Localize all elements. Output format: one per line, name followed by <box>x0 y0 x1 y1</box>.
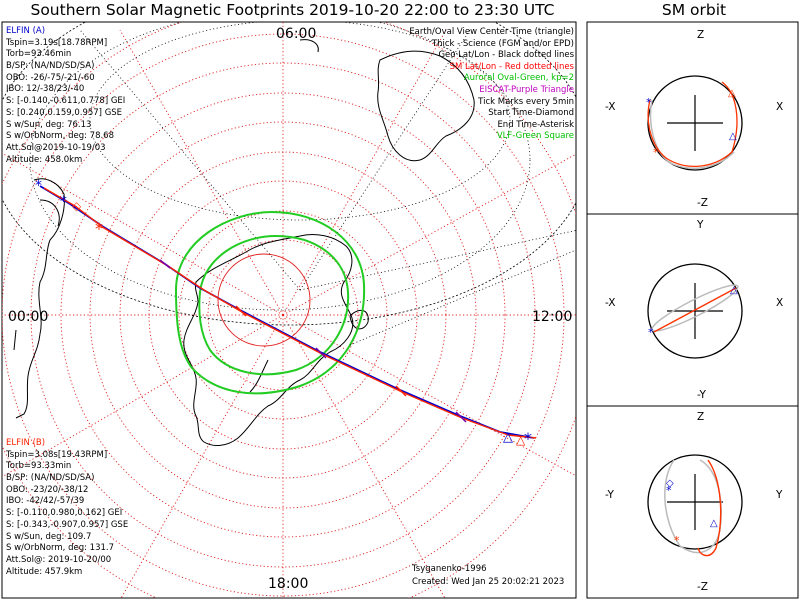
elfin-a-line: Tspin=3.19s[18.78RPM] <box>6 37 108 48</box>
legend-item: Start Time-Diamond <box>488 108 574 119</box>
elfin-b-line: Att.Sol@: 2019-10-20/00 <box>6 554 112 565</box>
elfin-b-line: Altitude: 457.9km <box>6 566 83 577</box>
sm-panel-yz: ◇ * △ * Z -Z -Y Y <box>605 411 783 593</box>
elfin-b-line: S: [-0.110,0.980,0.162] GEI <box>6 508 123 519</box>
elfin-b-info: ELFIN (B) Tspin=3.08s[19.43RPM] Torb=93.3… <box>6 438 128 577</box>
elfin-b-line: Tspin=3.08s[19.43RPM] <box>6 449 108 460</box>
time-label-top: 06:00 <box>276 26 316 42</box>
elfin-a-track <box>39 185 535 439</box>
legend-item: VLF-Green Square <box>496 131 574 142</box>
sm3-right: Y <box>775 489 783 501</box>
svg-text:*: * <box>666 484 672 497</box>
svg-text:*: * <box>60 194 67 210</box>
time-label-right: 12:00 <box>532 309 572 325</box>
sm1-left: -X <box>605 101 615 113</box>
svg-text:◇: ◇ <box>72 199 82 213</box>
legend-item: Tick Marks every 5min <box>478 96 574 107</box>
elfin-b-name: ELFIN (B) <box>6 438 46 448</box>
elfin-b-line: Torb=93.33min <box>6 461 72 472</box>
svg-text:*: * <box>646 96 652 109</box>
sm-meridians <box>2 22 576 598</box>
sm1-top: Z <box>697 29 704 41</box>
time-label-left: 00:00 <box>8 309 48 325</box>
elfin-a-line: Torb=93.46min <box>6 49 72 60</box>
elfin-a-line: B/SP: (NA/ND/SD/SA) <box>6 61 95 72</box>
elfin-b-line: S w/OrbNorm, deg: 131.7 <box>6 543 115 554</box>
legend-item: EISCAT-Purple Triangle <box>479 84 574 95</box>
elfin-a-line: Altitude: 458.0km <box>6 154 83 165</box>
svg-text:△: △ <box>516 433 526 447</box>
elfin-a-line: S: [0.240,0.159,0.957] GSE <box>6 107 123 118</box>
sm-panel-xy-frame <box>586 213 799 407</box>
sm-orbit-title: SM orbit <box>661 1 727 19</box>
auroral-ovals <box>174 210 366 395</box>
svg-text:*: * <box>674 534 680 547</box>
legend-item: Thick - Science (FGM and/or EPD) <box>431 38 574 49</box>
sm1-right: X <box>776 101 783 113</box>
legend-item: End Time-Asterisk <box>497 119 574 130</box>
elfin-a-line: IBO: 12/-38/23/-40 <box>6 84 85 95</box>
sm2-right: X <box>776 297 783 309</box>
sm3-left: -Y <box>605 489 615 501</box>
elfin-a-info: ELFIN (A) Tspin=3.19s[18.78RPM] Torb=93.4… <box>6 26 125 165</box>
sm-panel-xz-frame <box>586 21 799 215</box>
svg-text:*: * <box>653 146 659 159</box>
sm3-top: Z <box>697 411 704 423</box>
sm2-top: Y <box>696 219 704 231</box>
svg-text:*: * <box>524 429 532 448</box>
page-title: Southern Solar Magnetic Footprints 2019-… <box>30 1 555 19</box>
sm3-bottom: -Z <box>697 581 708 593</box>
legend-item: Geo Lat/Lon - Black dotted lines <box>438 50 574 61</box>
elfin-a-name: ELFIN (A) <box>6 26 46 36</box>
time-label-bottom: 18:00 <box>268 576 308 592</box>
sm2-bottom: -Y <box>697 389 707 401</box>
track-markers: * ◇ * * △ * △ <box>35 178 532 448</box>
elfin-a-line: OBO: -26/-75/-21/-60 <box>6 72 95 83</box>
elfin-a-line: S: [-0.140,-0.611,0.778] GEI <box>6 96 126 107</box>
elfin-b-track <box>43 187 537 439</box>
sm1-bottom: -Z <box>697 197 708 209</box>
credit-created: Created: Wed Jan 25 20:02:21 2023 <box>412 577 565 587</box>
legend: Earth/Oval View Center Time (triangle) Th… <box>409 27 574 143</box>
elfin-a-line: S w/Sun, deg: 76.13 <box>6 119 92 130</box>
sm-pole-circle <box>217 253 311 347</box>
svg-text:△: △ <box>503 430 513 445</box>
sm-panel-xy: * △ Y -Y -X X <box>605 219 783 401</box>
elfin-a-line: Att.Sol@2019-10-19/03 <box>6 142 106 153</box>
svg-text:△: △ <box>710 518 718 529</box>
svg-text:*: * <box>648 326 654 339</box>
elfin-a-line: S w/OrbNorm, deg: 78.68 <box>6 131 115 142</box>
elfin-b-line: B/SP: (NA/ND/SD/SA) <box>6 473 95 484</box>
svg-text:*: * <box>35 178 42 194</box>
legend-item: Earth/Oval View Center Time (triangle) <box>409 27 574 37</box>
coastlines <box>13 39 475 446</box>
geo-meridian-right <box>349 249 576 346</box>
sm-panel-yz-frame <box>586 405 799 599</box>
elfin-b-line: IBO: -42/42/-57/39 <box>6 496 85 507</box>
svg-text:△: △ <box>730 285 738 296</box>
elfin-b-line: S w/Sun, deg: 109.7 <box>6 531 92 542</box>
legend-item: Auroral Oval-Green, kp=2 <box>463 73 574 84</box>
elfin-b-line: OBO: -23/20/-38/12 <box>6 484 89 495</box>
legend-item: SM Lat/Lon - Red dotted lines <box>449 61 574 72</box>
svg-text:◇: ◇ <box>666 478 674 489</box>
credit-author: Tsyganenko-1996 <box>412 564 487 574</box>
elfin-b-line: S: [-0.343,-0.907,0.957] GSE <box>6 519 129 530</box>
svg-text:*: * <box>95 219 103 238</box>
sm-panel-xz: * △ * △ Z -Z -X X <box>605 29 783 209</box>
svg-text:△: △ <box>728 88 736 99</box>
map-frame <box>1 21 577 599</box>
sm2-left: -X <box>605 297 615 309</box>
svg-text:△: △ <box>729 131 737 142</box>
